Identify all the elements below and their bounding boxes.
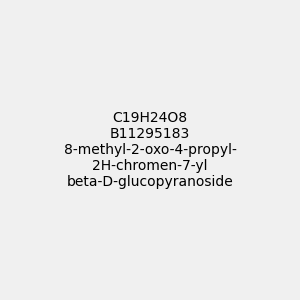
- Text: C19H24O8
B11295183
8-methyl-2-oxo-4-propyl-
2H-chromen-7-yl
beta-D-glucopyranosi: C19H24O8 B11295183 8-methyl-2-oxo-4-prop…: [64, 111, 236, 189]
